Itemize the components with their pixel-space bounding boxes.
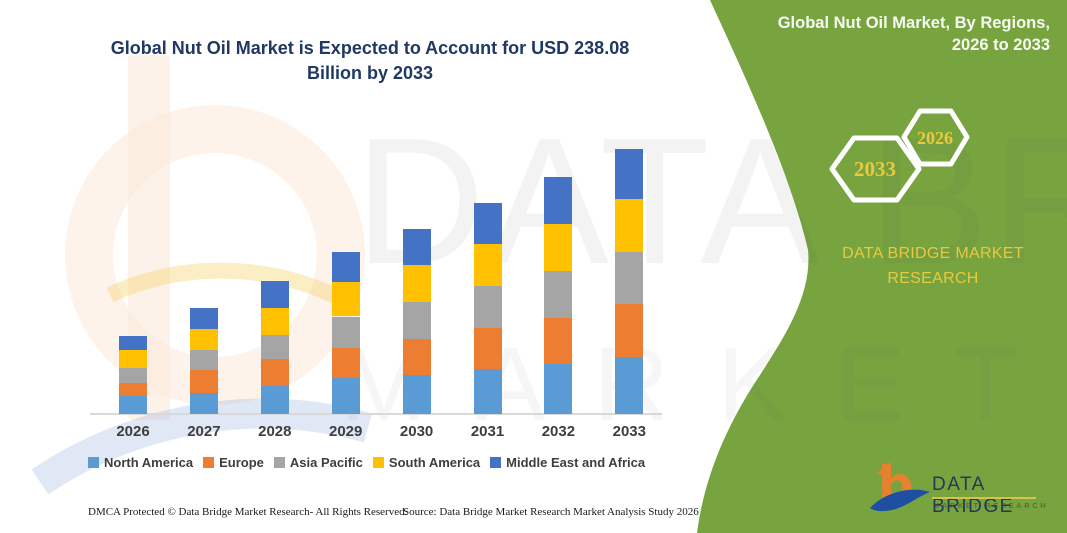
legend-label-asia-pacific: Asia Pacific: [289, 455, 363, 470]
legend-label-europe: Europe: [219, 455, 264, 470]
legend-swatch-europe: [203, 457, 215, 468]
bar-segment-2032-north-america: [544, 364, 573, 414]
logo-sub-text: MARKET RESEARCH: [933, 501, 1049, 510]
chart-legend: North America Europe Asia Pacific South Ame…: [88, 455, 688, 470]
bar-segment-2029-europe: [331, 347, 360, 378]
bar-segment-2030-south-america: [402, 265, 431, 302]
hexagon-2026-label: 2026: [917, 128, 953, 148]
bar-segment-2027-south-america: [189, 328, 218, 350]
watermark-yellow-swoosh: [106, 262, 344, 306]
bar-segment-2026-middle-east-and-africa: [119, 335, 147, 350]
bar-segment-2033-north-america: [615, 356, 644, 414]
bar-segment-2031-north-america: [473, 369, 502, 414]
bar-segment-2031-south-america: [473, 243, 502, 287]
legend-swatch-asia-pacific: [273, 457, 285, 468]
logo-blue-swoosh: [870, 489, 930, 512]
bar-segment-2030-europe: [402, 338, 431, 376]
bar-segment-2026-north-america: [119, 395, 147, 414]
bar-segment-2028-south-america: [260, 307, 289, 335]
bar-segment-2032-south-america: [544, 224, 573, 271]
watermark-blue-swoosh: [31, 398, 373, 495]
chart-title-line1: Global Nut Oil Market is Expected to Acc…: [110, 38, 630, 58]
bar-segment-2030-asia-pacific: [402, 301, 431, 339]
x-axis-label-2030: 2030: [399, 423, 434, 440]
logo-brand-text: DATA BRIDGE: [932, 474, 1014, 517]
bar-segment-2032-europe: [544, 317, 573, 365]
year-hexagons: 2033 2026: [829, 108, 970, 203]
watermark-text-line2: MARKET RESEARCH: [340, 326, 1067, 443]
legend-swatch-north-america: [88, 457, 99, 468]
logo-b-flag: [876, 462, 891, 476]
legend-label-north-america: North America: [104, 455, 194, 470]
chart-title: Global Nut Oil Market is Expected to Acc…: [95, 36, 645, 86]
bar-segment-2029-asia-pacific: [331, 316, 360, 348]
x-axis-label-2028: 2028: [258, 423, 292, 440]
side-heading-line1: Global Nut Oil Market, By Regions,: [777, 14, 1050, 32]
bar-segment-2029-south-america: [331, 282, 360, 317]
x-axis-label-2026: 2026: [116, 423, 150, 440]
legend-item-asia-pacific: Asia Pacific: [273, 455, 363, 470]
bar-segment-2031-middle-east-and-africa: [473, 202, 502, 244]
x-axis-label-2027: 2027: [187, 423, 221, 440]
x-axis-label-2033: 2033: [612, 423, 646, 440]
bar-segment-2027-north-america: [189, 392, 218, 414]
bar-segment-2033-south-america: [615, 199, 644, 253]
chart-title-line2: Billion by 2033: [306, 63, 434, 83]
x-axis-label-2032: 2032: [541, 423, 576, 440]
hexagon-2033-label: 2033: [854, 157, 896, 181]
bar-segment-2028-asia-pacific: [260, 334, 289, 359]
legend-swatch-middle-east-and-africa: [490, 457, 502, 468]
green-panel-shape: [697, 0, 1067, 533]
legend-item-middle-east-and-africa: Middle East and Africa: [490, 455, 645, 470]
legend-item-south-america: South America: [372, 455, 481, 470]
side-heading-line2: 2026 to 2033: [951, 36, 1050, 54]
bar-segment-2026-europe: [119, 382, 147, 396]
bar-segment-2033-europe: [615, 303, 644, 357]
bar-segment-2029-middle-east-and-africa: [331, 252, 360, 283]
bar-segment-2032-asia-pacific: [544, 270, 573, 318]
x-axis-line: [90, 413, 662, 415]
bar-segment-2031-europe: [473, 327, 502, 370]
legend-item-europe: Europe: [203, 455, 264, 470]
x-axis-label-2031: 2031: [470, 423, 505, 440]
bar-segment-2033-asia-pacific: [615, 252, 644, 304]
bar-segment-2031-asia-pacific: [473, 286, 502, 328]
bar-segment-2032-middle-east-and-africa: [544, 176, 573, 225]
bar-segment-2026-asia-pacific: [119, 367, 147, 383]
bar-segment-2030-middle-east-and-africa: [402, 229, 431, 266]
side-panel-heading: Global Nut Oil Market, By Regions, 2026 …: [740, 12, 1050, 56]
bar-segment-2027-middle-east-and-africa: [189, 307, 218, 329]
bar-segment-2026-south-america: [119, 349, 147, 368]
bar-segment-2027-europe: [189, 369, 218, 393]
legend-label-south-america: South America: [388, 455, 481, 470]
footer-source: Source: Data Bridge Market Research Mark…: [403, 506, 699, 518]
footer-copyright: DMCA Protected © Data Bridge Market Rese…: [88, 506, 408, 518]
bar-segment-2027-asia-pacific: [189, 349, 218, 370]
bar-segment-2033-middle-east-and-africa: [615, 148, 644, 200]
bar-segment-2028-middle-east-and-africa: [260, 280, 289, 308]
side-panel-brand: DATA BRIDGE MARKET RESEARCH: [818, 241, 1048, 291]
hexagon-2033: [829, 135, 922, 203]
brand-line1: DATA BRIDGE MARKET: [842, 245, 1024, 262]
bar-segment-2028-europe: [260, 358, 289, 386]
hexagon-2026: [901, 108, 970, 167]
brand-line2: RESEARCH: [887, 270, 979, 287]
x-axis-label-2029: 2029: [329, 423, 363, 440]
legend-label-middle-east-and-africa: Middle East and Africa: [506, 455, 646, 470]
bar-segment-2028-north-america: [260, 385, 289, 414]
logo-underline: [932, 497, 1036, 499]
bar-segment-2029-north-america: [331, 377, 360, 414]
legend-item-north-america: North America: [88, 455, 193, 470]
legend-swatch-south-america: [372, 457, 384, 468]
data-bridge-logo-icon: b: [870, 458, 930, 514]
bar-segment-2030-north-america: [402, 375, 431, 414]
